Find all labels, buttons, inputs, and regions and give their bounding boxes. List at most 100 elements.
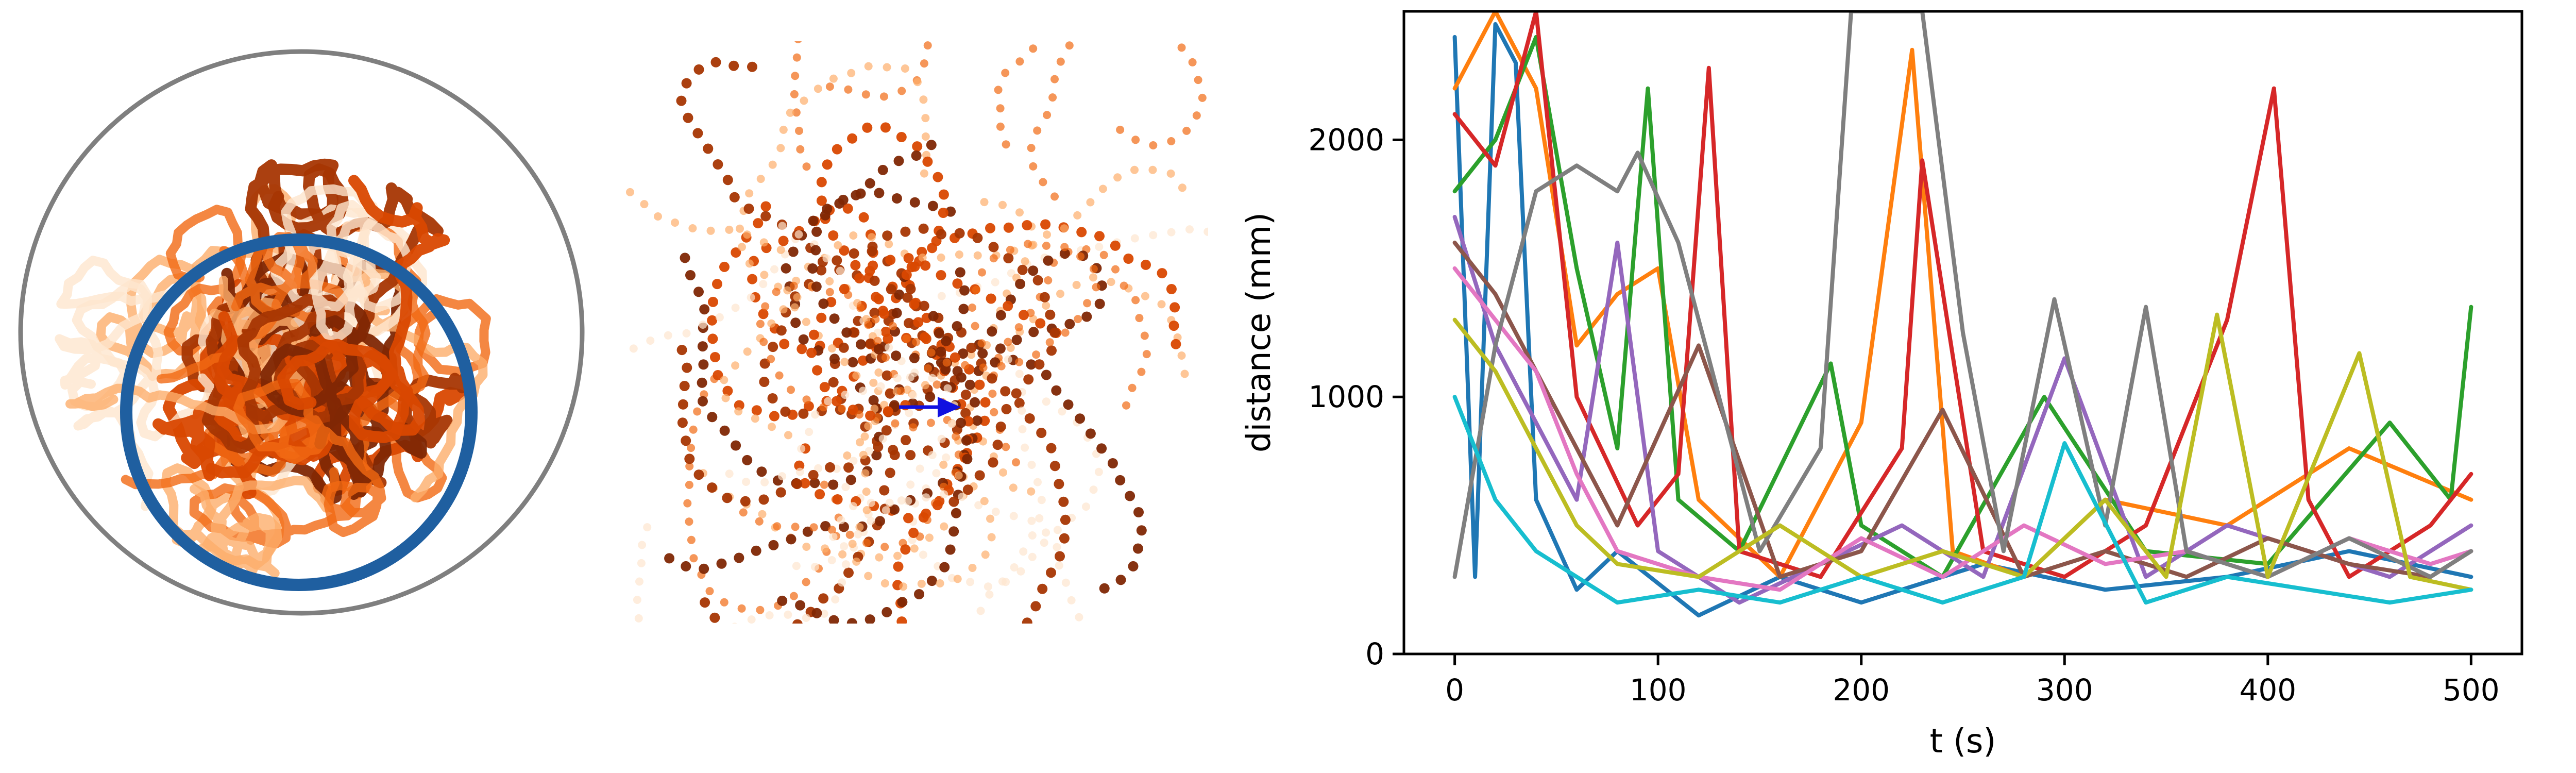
trajectory-point (848, 405, 858, 415)
trajectory-point (972, 415, 982, 426)
trajectory-point (778, 236, 789, 246)
arena-boundary (18, 49, 585, 616)
trajectory-point (1094, 467, 1103, 476)
trajectory-point (759, 377, 770, 387)
trajectory-point (828, 377, 839, 388)
trajectory-point (1182, 126, 1191, 135)
trajectory-point (838, 342, 849, 353)
trajectory-point (979, 415, 990, 426)
trajectory-point (919, 624, 929, 634)
trajectory-point (759, 238, 768, 247)
trajectory-point (875, 553, 884, 562)
trajectory-point (1111, 265, 1120, 274)
trajectory-point (1222, 229, 1230, 238)
trajectory-point (784, 431, 792, 440)
trajectory-point (928, 374, 937, 382)
trajectory-point (1082, 502, 1090, 511)
trajectory-point (885, 240, 893, 248)
trajectory-point (1114, 21, 1122, 29)
trajectory-point (968, 304, 976, 312)
series-line (1452, 312, 2473, 592)
trajectory-point (1076, 227, 1087, 238)
trajectory-point (1009, 483, 1018, 492)
trajectory-point (1163, 32, 1171, 41)
trajectory-point (1081, 311, 1092, 322)
trajectory-point (852, 371, 861, 380)
trajectory-point (1034, 359, 1045, 370)
trajectory-point (1033, 126, 1042, 135)
trajectory-point (738, 243, 746, 251)
trajectory-point (999, 468, 1007, 477)
trajectory-point (937, 253, 945, 262)
trajectory-point (760, 271, 769, 279)
trajectory-point (862, 506, 871, 514)
trajectory-point (953, 575, 962, 583)
trajectory-point (1010, 563, 1019, 572)
trajectory-point (899, 582, 908, 591)
trajectory-point (1167, 228, 1176, 237)
trajectory-point (854, 530, 862, 539)
trajectory-point (707, 482, 717, 493)
trajectory-point (743, 230, 752, 239)
trajectory-point (802, 543, 811, 551)
trajectory-point (936, 270, 946, 280)
trajectory-point (966, 578, 975, 586)
trajectory-point (773, 522, 782, 531)
trajectory-point (1128, 383, 1137, 392)
trajectory-point (1027, 144, 1036, 153)
trajectory-point (1304, 266, 1312, 274)
trajectory-point (1007, 627, 1017, 637)
trajectory-point (947, 419, 956, 428)
trajectory-point (880, 579, 889, 587)
trajectory-point (913, 78, 922, 87)
trajectory-point (893, 374, 902, 382)
trajectory-point (991, 508, 1000, 516)
trajectory-point (743, 204, 754, 214)
trajectory-point (1142, 350, 1151, 359)
trajectory-point (980, 397, 991, 408)
trajectory-point (794, 230, 803, 239)
trajectory-point (676, 345, 687, 356)
trajectory-point (1115, 475, 1126, 485)
trajectory-point (862, 488, 871, 496)
trajectory-point (974, 501, 983, 510)
trajectory-point (876, 382, 885, 391)
trajectory-point (574, 97, 583, 106)
trajectory-point (693, 469, 704, 480)
trajectory-point (855, 523, 864, 531)
trajectory-point (910, 544, 919, 553)
trajectory-point (786, 108, 794, 117)
trajectory-point (731, 247, 741, 258)
trajectory-point (1050, 75, 1059, 83)
trajectory-point (626, 188, 634, 196)
trajectory-point (772, 288, 781, 296)
trajectory-point (811, 226, 822, 237)
trajectory-point (1074, 15, 1082, 24)
trajectory-point (1136, 525, 1147, 536)
trajectory-point (1022, 617, 1032, 624)
trajectory-point (849, 327, 860, 338)
arena-trajectory (233, 378, 386, 537)
trajectory-point (923, 41, 932, 50)
trajectory-point (841, 327, 852, 338)
trajectory-point (713, 159, 723, 170)
trajectory-point (987, 373, 997, 384)
trajectory-point (966, 343, 977, 354)
trajectory-point (952, 321, 962, 331)
trajectory-point (906, 480, 915, 489)
trajectory-point (891, 308, 902, 318)
trajectory-point (914, 589, 924, 599)
trajectory-point (809, 478, 820, 489)
trajectory-point (758, 633, 769, 644)
trajectory-point (908, 528, 919, 538)
trajectory-point (1035, 514, 1044, 523)
trajectory-point (936, 346, 946, 357)
x-tick-label: 400 (2239, 673, 2296, 708)
trajectory-point (885, 343, 893, 352)
zoomed-trajectory-panel (574, 15, 1312, 644)
trajectory-point (1036, 428, 1047, 438)
trajectory-point (1045, 309, 1056, 320)
trajectory-point (871, 450, 882, 461)
trajectory-point (769, 411, 779, 422)
trajectory-point (747, 61, 757, 72)
